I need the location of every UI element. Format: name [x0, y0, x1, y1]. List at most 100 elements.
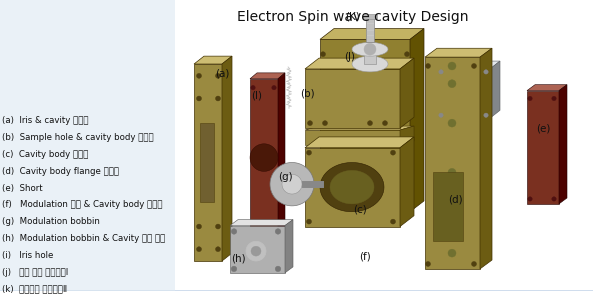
Text: (f)   Modulation 장적 & Cavity body 측면부: (f) Modulation 장적 & Cavity body 측면부 [2, 201, 162, 209]
Circle shape [251, 227, 255, 232]
Polygon shape [410, 29, 424, 212]
Text: (h): (h) [231, 253, 246, 263]
Circle shape [391, 150, 396, 155]
Polygon shape [527, 85, 567, 91]
Circle shape [404, 199, 410, 204]
Circle shape [320, 76, 326, 81]
Bar [438, 69, 490, 118]
Circle shape [364, 43, 376, 55]
Text: (I): (I) [251, 91, 263, 101]
Polygon shape [194, 56, 232, 64]
Circle shape [215, 96, 221, 101]
Text: (e)  Short: (e) Short [2, 183, 43, 193]
Polygon shape [400, 137, 414, 227]
Text: Electron Spin wave cavity Design: Electron Spin wave cavity Design [237, 10, 468, 24]
Bar [305, 148, 400, 227]
Text: (e): (e) [536, 123, 550, 133]
Bar [250, 79, 278, 236]
Polygon shape [285, 220, 293, 273]
Polygon shape [250, 73, 285, 79]
Text: (d)  Cavity body flange 연결부: (d) Cavity body flange 연결부 [2, 167, 119, 176]
Text: (b)  Sample hole & cavity body 상단부: (b) Sample hole & cavity body 상단부 [2, 133, 154, 142]
Bar [305, 130, 400, 145]
Polygon shape [222, 56, 232, 261]
Polygon shape [352, 42, 388, 56]
Text: (b): (b) [299, 88, 314, 99]
Text: (J): (J) [345, 52, 355, 62]
Polygon shape [425, 48, 492, 57]
Circle shape [215, 73, 221, 78]
Circle shape [320, 52, 326, 57]
Text: (k)  시료홀더 고정장치Ⅱ: (k) 시료홀더 고정장치Ⅱ [2, 285, 67, 294]
Polygon shape [559, 85, 567, 204]
Circle shape [231, 229, 237, 234]
Text: (j)   시료 홀더 고정장치Ⅰ: (j) 시료 홀더 고정장치Ⅰ [2, 268, 68, 277]
Polygon shape [278, 73, 285, 236]
Circle shape [246, 241, 266, 261]
Polygon shape [320, 163, 384, 212]
Circle shape [272, 227, 276, 232]
Circle shape [275, 266, 281, 272]
Text: (f): (f) [359, 251, 371, 261]
Polygon shape [250, 144, 278, 171]
Polygon shape [282, 174, 302, 194]
Bar [433, 172, 463, 241]
Circle shape [275, 229, 281, 234]
Circle shape [391, 219, 396, 224]
Circle shape [308, 121, 313, 126]
Circle shape [448, 168, 456, 176]
Circle shape [404, 52, 410, 57]
Text: (K): (K) [346, 12, 361, 22]
Circle shape [272, 86, 276, 90]
Polygon shape [305, 126, 414, 130]
Circle shape [215, 247, 221, 252]
Circle shape [404, 76, 410, 81]
Polygon shape [320, 29, 424, 40]
Bar [425, 57, 480, 269]
Polygon shape [363, 14, 377, 19]
Text: (a): (a) [215, 69, 229, 79]
Bar [200, 123, 214, 202]
Circle shape [368, 121, 372, 126]
Circle shape [484, 70, 488, 74]
Text: (g)  Modulation bobbin: (g) Modulation bobbin [2, 217, 100, 226]
Circle shape [471, 63, 477, 68]
Polygon shape [352, 56, 388, 72]
Polygon shape [366, 17, 374, 42]
Circle shape [552, 96, 556, 101]
Polygon shape [305, 58, 414, 69]
Text: (d): (d) [448, 195, 463, 205]
Circle shape [426, 63, 431, 68]
Circle shape [196, 247, 202, 252]
Polygon shape [490, 61, 500, 118]
Circle shape [439, 113, 443, 117]
Polygon shape [480, 48, 492, 269]
Circle shape [528, 197, 532, 201]
Polygon shape [364, 49, 376, 64]
Circle shape [251, 86, 255, 90]
Polygon shape [438, 61, 500, 69]
Polygon shape [270, 163, 314, 206]
Circle shape [320, 175, 326, 180]
Text: (c)  Cavity body 하단부: (c) Cavity body 하단부 [2, 150, 88, 159]
Circle shape [215, 224, 221, 229]
Text: (g): (g) [278, 172, 292, 182]
Circle shape [196, 224, 202, 229]
Bar [320, 40, 410, 212]
Polygon shape [400, 126, 414, 145]
Circle shape [426, 261, 431, 266]
Polygon shape [305, 137, 414, 148]
Circle shape [307, 219, 311, 224]
Circle shape [448, 62, 456, 70]
Circle shape [528, 96, 532, 101]
Circle shape [231, 266, 237, 272]
Circle shape [448, 80, 456, 88]
Text: (a)  Iris & cavity 연결부: (a) Iris & cavity 연결부 [2, 116, 88, 125]
Circle shape [448, 218, 456, 226]
Bar [230, 226, 285, 273]
Circle shape [484, 113, 488, 117]
Circle shape [448, 249, 456, 257]
Circle shape [382, 121, 387, 126]
Circle shape [552, 197, 556, 201]
Circle shape [320, 199, 326, 204]
